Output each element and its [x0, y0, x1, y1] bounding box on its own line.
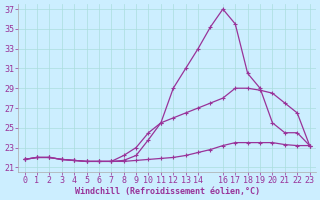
- X-axis label: Windchill (Refroidissement éolien,°C): Windchill (Refroidissement éolien,°C): [75, 187, 260, 196]
